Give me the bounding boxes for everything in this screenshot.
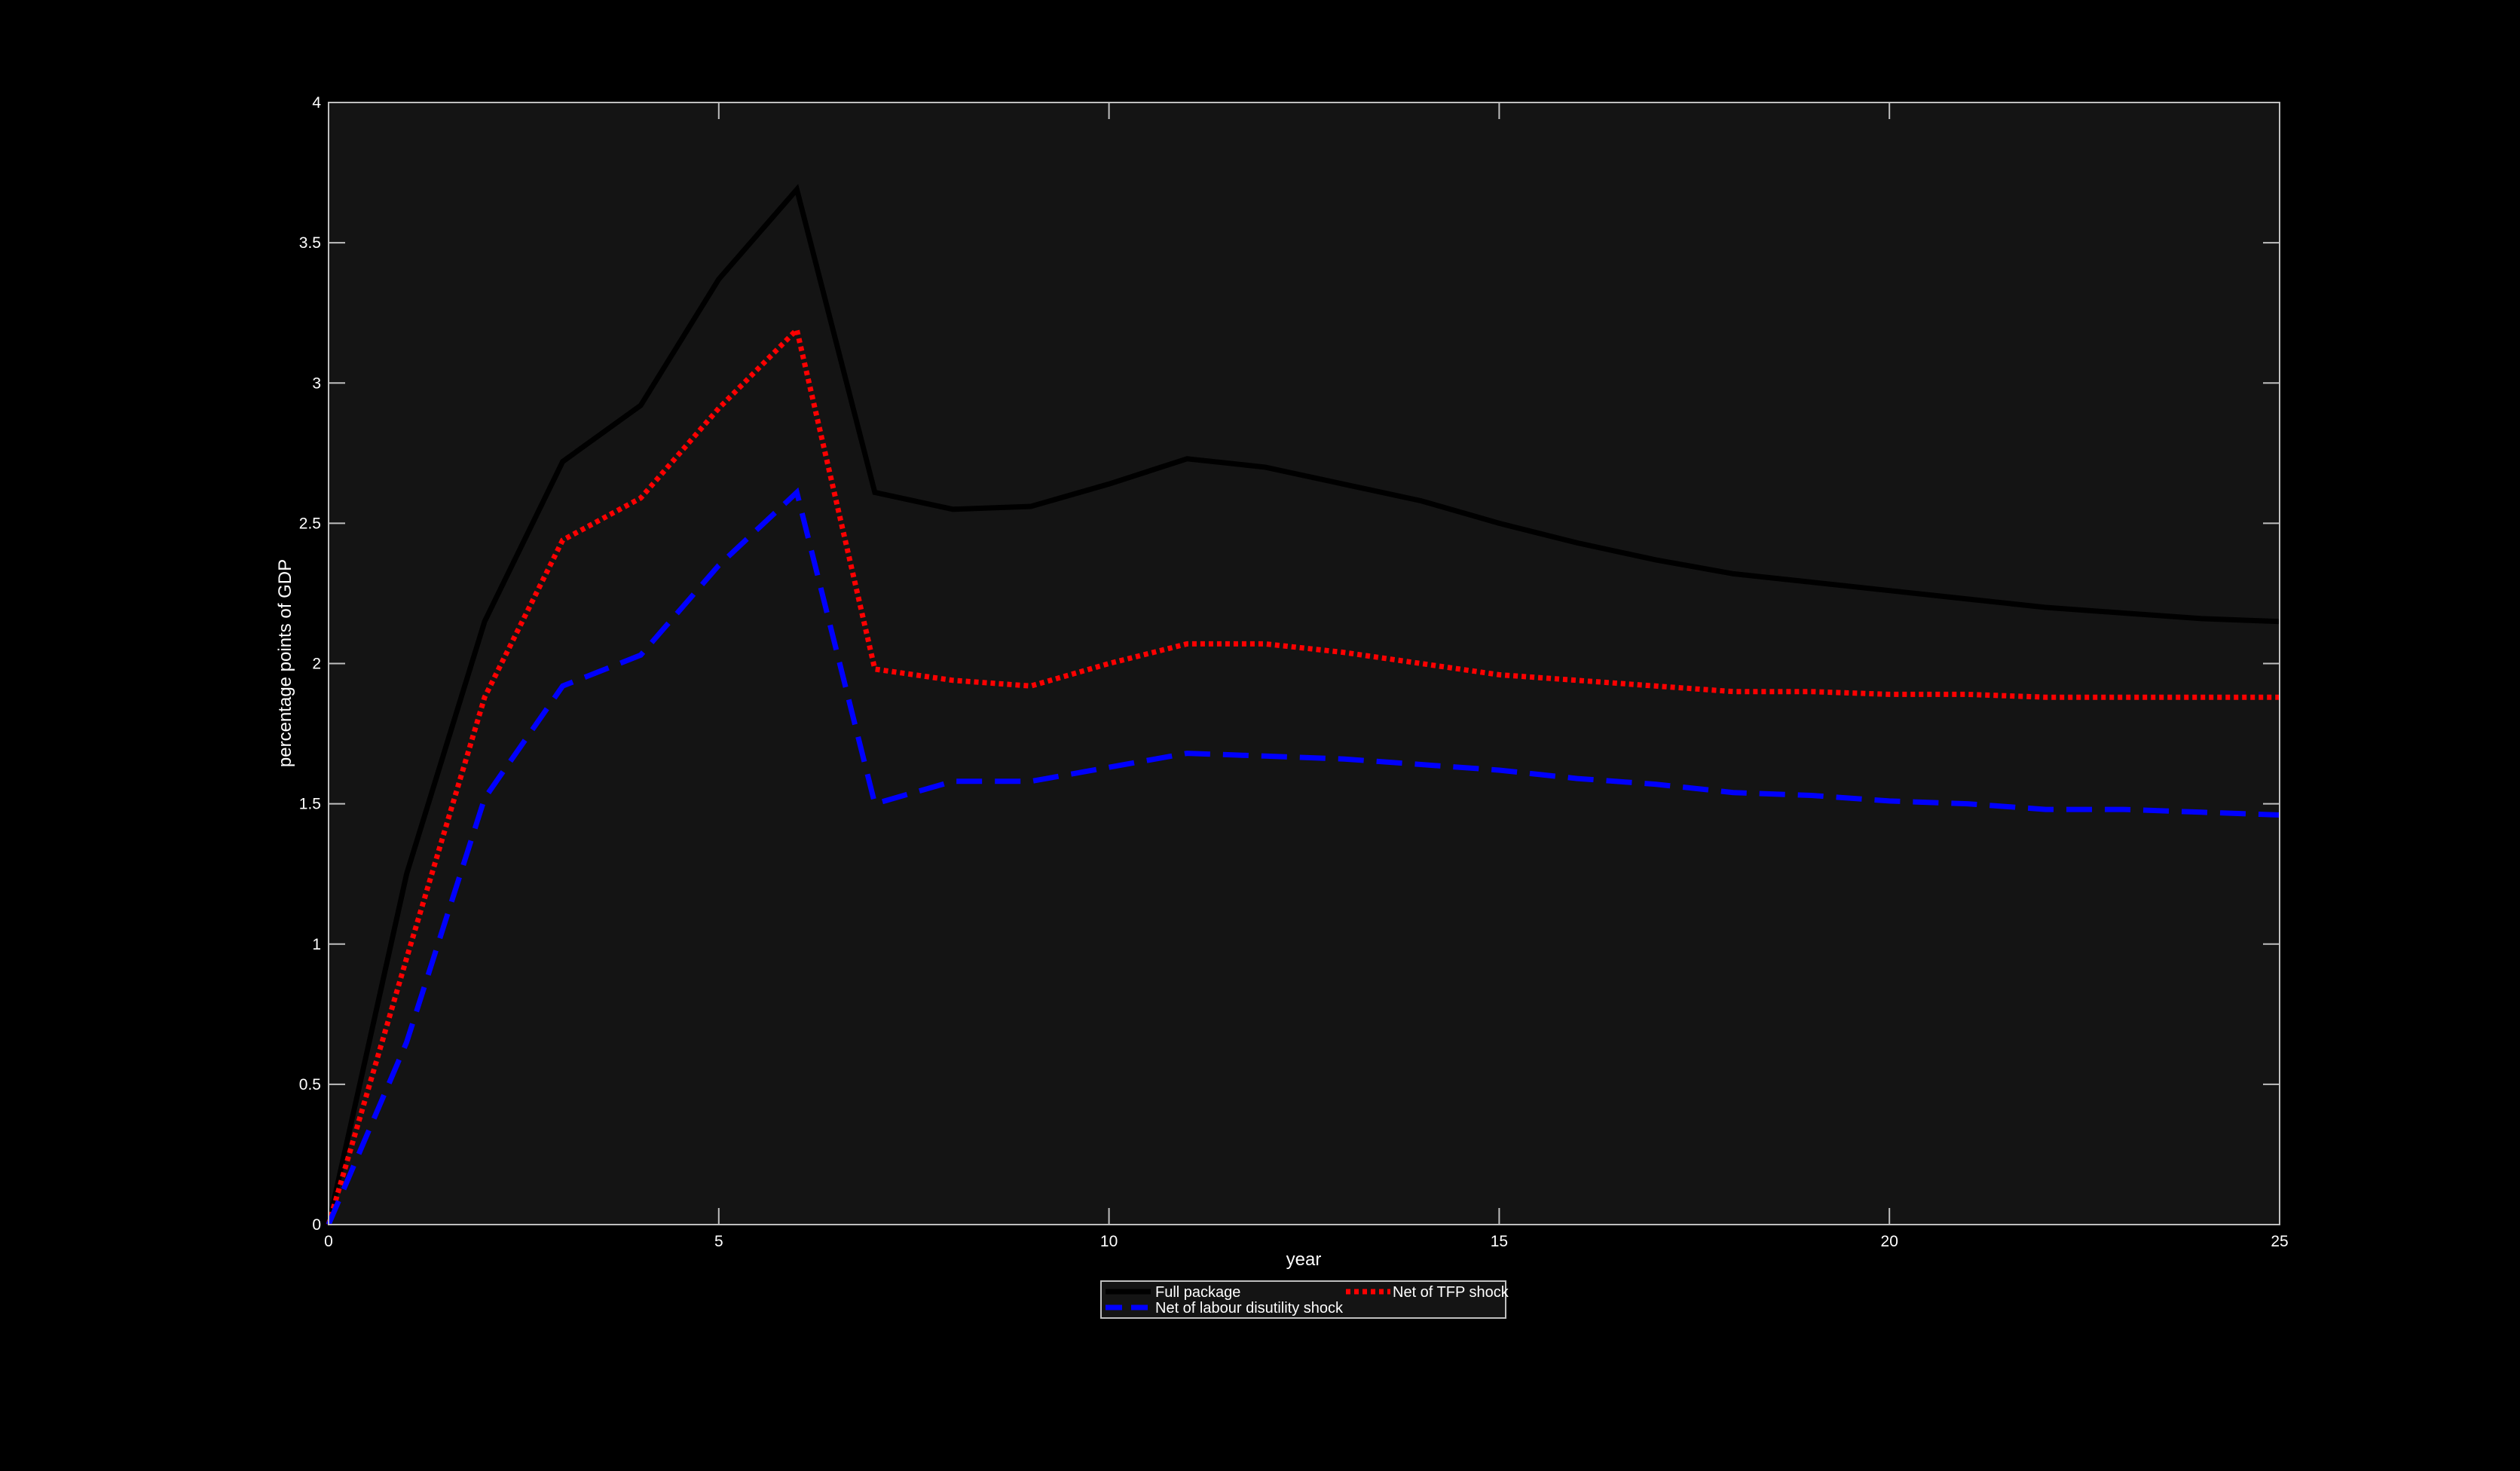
legend: Full package Net of TFP shock Net of lab…	[1100, 1280, 1509, 1319]
y-tick-label: 4	[312, 94, 321, 112]
y-tick-label: 0	[312, 1216, 321, 1234]
legend-label-net-of-tfp-shock: Net of TFP shock	[1393, 1284, 1509, 1301]
y-tick-label: 1	[312, 936, 321, 953]
y-tick-label: 2	[312, 656, 321, 673]
y-tick-label: 2.5	[299, 515, 321, 532]
y-tick-label: 1.5	[299, 796, 321, 813]
series-line-net-of-labour-disutility-shock	[326, 487, 2280, 1226]
y-axis-label: percentage points of GDP	[275, 559, 295, 767]
x-tick-label: 5	[714, 1233, 723, 1250]
x-tick-label: 25	[2271, 1233, 2288, 1250]
legend-label-net-of-labour-disutility-shock: Net of labour disutility shock	[1155, 1300, 1344, 1317]
y-tick-label: 3	[312, 375, 321, 392]
y-tick-label: 3.5	[299, 234, 321, 252]
x-tick-label: 10	[1100, 1233, 1118, 1250]
legend-label-full-package: Full package	[1155, 1284, 1240, 1301]
series-lines	[326, 184, 2280, 1226]
series-line-full-package	[326, 184, 2280, 1225]
legend-box	[1100, 1280, 1506, 1319]
plot-area	[329, 102, 2280, 1225]
x-tick-label: 0	[324, 1233, 333, 1250]
plot-frame	[328, 102, 2280, 1225]
x-tick-label: 20	[1881, 1233, 1898, 1250]
series-line-net-of-tfp-shock	[326, 324, 2280, 1225]
x-axis-label: year	[1286, 1249, 1322, 1270]
x-tick-label: 15	[1491, 1233, 1508, 1250]
y-tick-label: 0.5	[299, 1076, 321, 1093]
